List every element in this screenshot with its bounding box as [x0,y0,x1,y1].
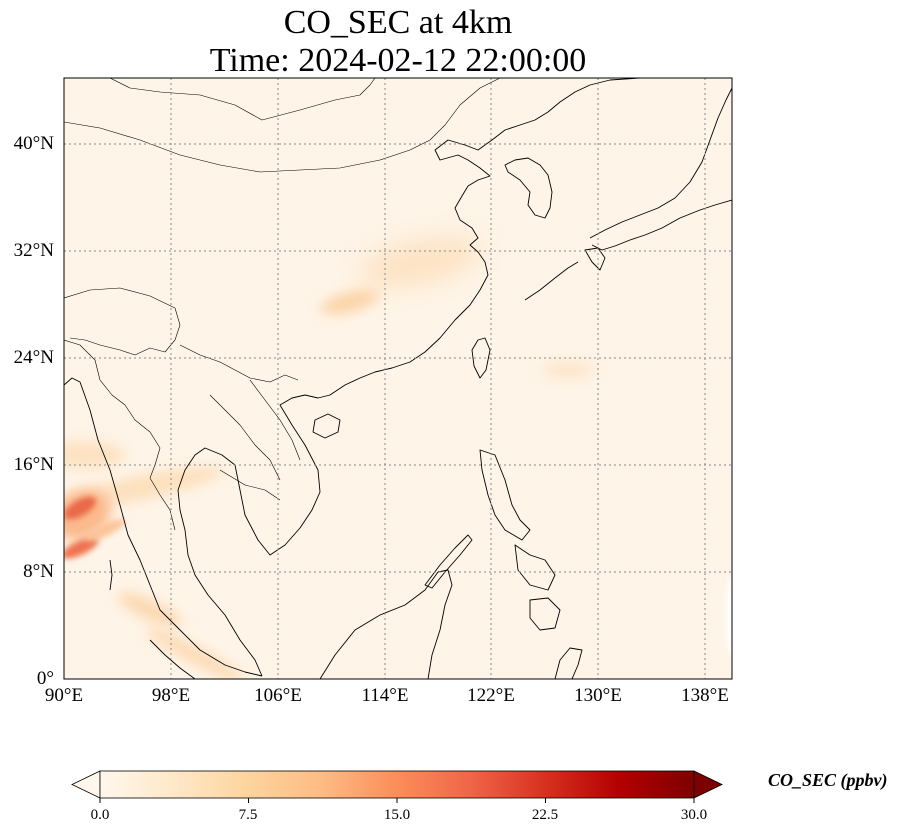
coast-japan-south [591,199,732,251]
colorbar-extend-min [71,770,101,799]
colorbar-gradient [99,770,695,799]
map-subtitle-time: Time: 2024-02-12 22:00:00 [209,42,587,79]
lat-label-32n: 32°N [13,240,54,261]
field-missing-data [726,575,732,655]
field-rakhine-band [64,441,125,469]
lon-label-138e: 138°E [681,685,729,706]
lon-label-114e: 114°E [361,685,409,706]
field-south-china-plume [320,289,380,315]
border-myanmar [64,339,176,531]
colorbar-tick-label-7-5: 7.5 [238,807,258,823]
colorbar-tick-label-30: 30.0 [680,807,708,823]
border-mongolia-china [64,78,501,173]
lon-label-130e: 130°E [574,685,622,706]
lat-label-8n: 8°N [23,561,54,582]
coast-taiwan [471,337,491,379]
lat-label-16n: 16°N [13,454,54,475]
coast-borneo [319,569,453,679]
field-background [64,78,732,679]
field-sw-plume-tail [84,519,126,541]
border-thailand-cambodia [219,469,281,501]
lon-label-122e: 122°E [467,685,515,706]
co-field [64,78,732,679]
colorbar [71,770,723,803]
coast-ryukyu [524,261,579,301]
colorbar-extend-max [693,770,723,799]
lon-label-90e: 90°E [44,685,84,706]
coast-mindanao [529,597,561,631]
border-russia-mongolia [109,78,376,121]
coast-sulawesi [554,647,583,679]
colorbar-tick-label-22-5: 22.5 [531,807,559,823]
field-philippine-sea-patch [542,361,594,379]
coast-kyushu [584,247,606,271]
border-laos-thailand [209,394,281,481]
coast-sumatra [149,639,196,679]
lon-label-106e: 106°E [254,685,302,706]
field-east-china-plume [359,236,481,288]
lon-label-98e: 98°E [151,685,191,706]
field-sw-plume-lower [64,537,99,559]
border-vietnam-laos [249,379,301,461]
gridlines [64,78,732,679]
lat-label-40n: 40°N [13,133,54,154]
lat-label-0: 0° [36,668,54,689]
field-sumatra-band [146,627,244,679]
map-title: CO_SEC at 4km [283,4,513,41]
colorbar-tick-label-15: 15.0 [383,807,411,823]
border-china-laos-vietnam [179,344,299,383]
field-sw-plume-core [64,496,97,520]
lat-label-24n: 24°N [13,347,54,368]
border-tibet-south [64,287,181,356]
field-malay-patch [117,592,183,628]
coast-asia-mainland [64,78,641,677]
country-borders [64,78,501,531]
coast-palawan [424,534,473,589]
coast-korea [504,157,553,219]
coast-andaman [109,559,113,591]
coast-luzon [479,449,531,541]
coast-hainan [312,413,341,439]
colorbar-tick-label-0: 0.0 [90,807,110,823]
coast-japan-honshu [589,87,732,239]
colorbar-label: CO_SEC (ppbv) [768,770,888,790]
map-frame [63,77,733,680]
